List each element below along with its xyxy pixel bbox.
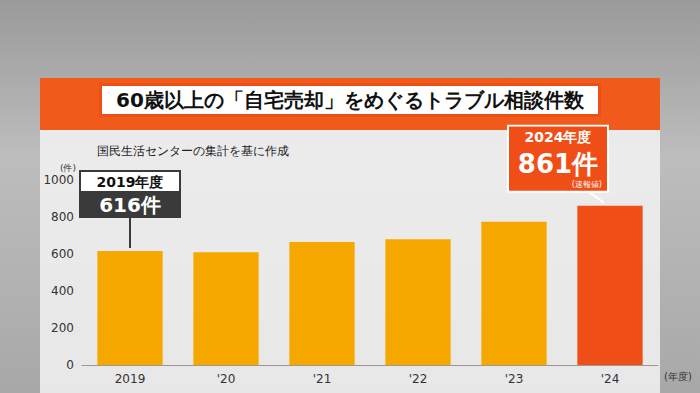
svg-text:0: 0: [66, 358, 74, 372]
svg-text:'23: '23: [505, 372, 524, 386]
svg-text:616件: 616件: [99, 193, 161, 217]
svg-text:2019: 2019: [115, 372, 146, 386]
svg-text:'20: '20: [217, 372, 236, 386]
svg-text:2024年度: 2024年度: [525, 129, 592, 145]
svg-text:'22: '22: [409, 372, 428, 386]
svg-text:(年度): (年度): [664, 371, 692, 382]
svg-text:200: 200: [51, 321, 74, 335]
svg-text:'24: '24: [601, 372, 620, 386]
svg-text:861件: 861件: [518, 149, 598, 179]
svg-text:(件): (件): [60, 163, 76, 173]
svg-text:(速報値): (速報値): [572, 180, 602, 189]
svg-text:国民生活センターの集計を基に作成: 国民生活センターの集計を基に作成: [97, 144, 289, 158]
svg-text:400: 400: [51, 284, 74, 298]
svg-text:'21: '21: [313, 372, 332, 386]
svg-text:2019年度: 2019年度: [97, 174, 164, 190]
svg-text:800: 800: [51, 210, 74, 224]
svg-text:600: 600: [51, 247, 74, 261]
svg-text:60歳以上の「自宅売却」をめぐるトラブル相談件数: 60歳以上の「自宅売却」をめぐるトラブル相談件数: [116, 88, 585, 112]
svg-text:1000: 1000: [43, 173, 74, 187]
